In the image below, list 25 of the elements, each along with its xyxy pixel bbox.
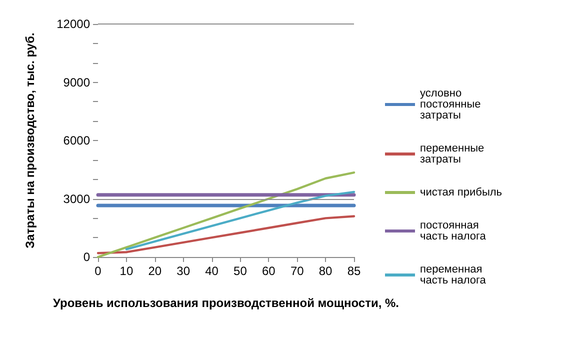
x-tick-label: 60 [262, 264, 276, 278]
legend-label: условно постоянные затраты [420, 88, 484, 122]
x-tick-label: 80 [318, 264, 333, 278]
x-tick-label: 30 [176, 264, 190, 278]
x-tick-label: 0 [94, 264, 102, 278]
y-tick-label: 12000 [56, 17, 90, 31]
legend-label: чистая прибыль [420, 186, 502, 198]
x-tick-label: 85 [347, 264, 361, 278]
x-axis-title: Уровень использования производственной мощности, %. [53, 296, 399, 310]
y-axis-title: Затраты на производство, тыс. руб. [23, 32, 37, 248]
x-tick-label: 20 [148, 264, 162, 278]
line-series [96, 171, 356, 258]
legend-label: переменные затраты [420, 142, 488, 166]
legend-label: постоянная часть налога [420, 220, 487, 242]
y-tick-label: 0 [83, 250, 90, 264]
y-tick-label: 9000 [63, 75, 90, 90]
legend-label: переменная часть налога [420, 264, 487, 286]
line-series [96, 215, 356, 254]
line-series [125, 190, 356, 250]
x-tick-label: 10 [120, 264, 134, 278]
y-tick-label: 6000 [63, 134, 90, 148]
x-tick-label: 50 [234, 264, 248, 278]
x-tick-label: 40 [205, 264, 219, 278]
x-tick-label: 70 [290, 264, 304, 278]
y-tick-label: 3000 [63, 192, 90, 206]
